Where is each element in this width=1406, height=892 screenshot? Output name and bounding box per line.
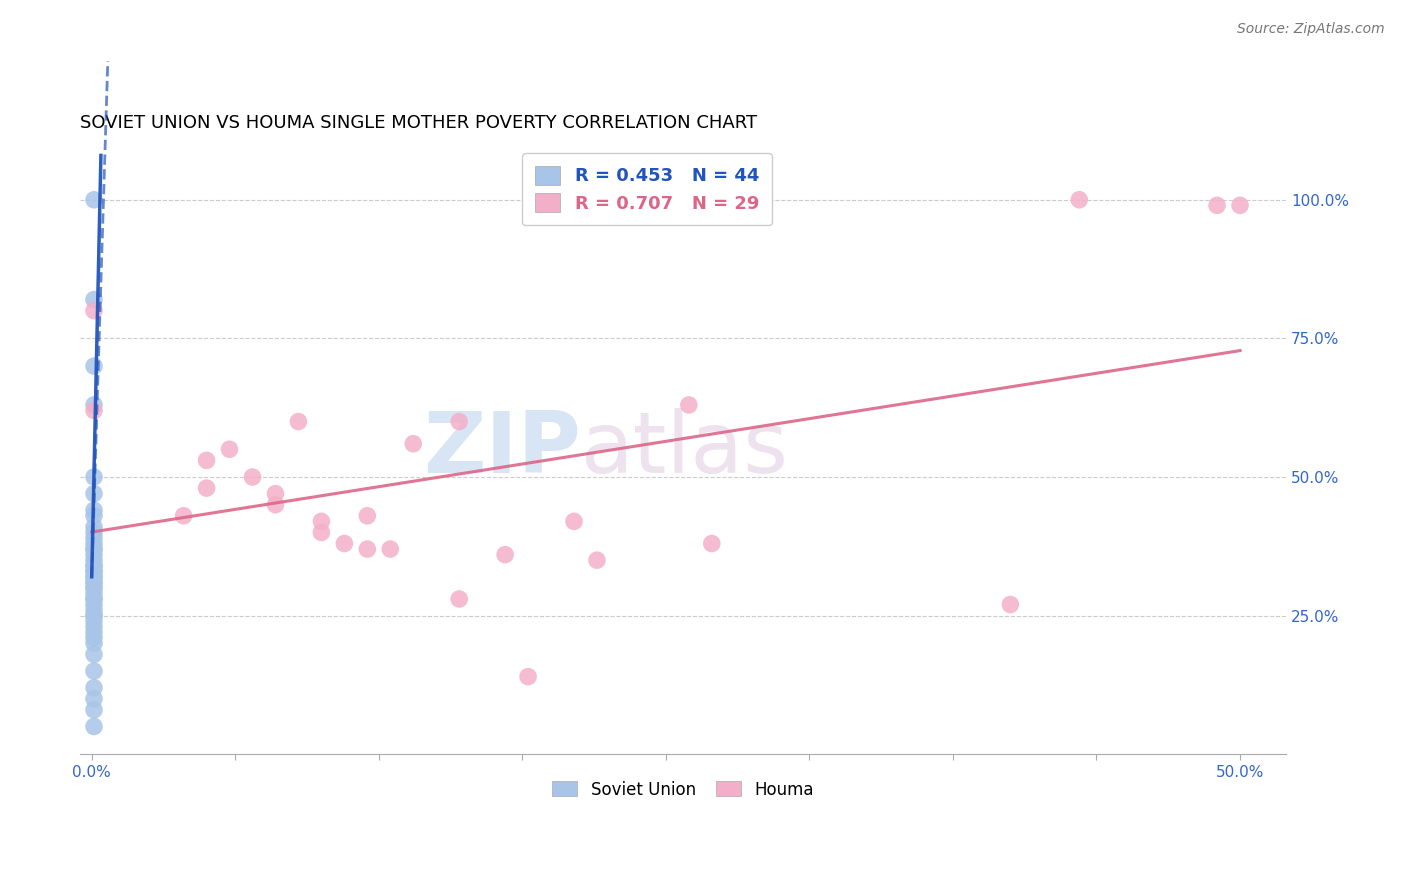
- Point: [517, 670, 540, 684]
- Point: [83, 525, 105, 540]
- Point: [83, 548, 105, 562]
- Point: [1000, 598, 1022, 612]
- Point: [83, 664, 105, 678]
- Point: [83, 581, 105, 595]
- Point: [83, 359, 105, 373]
- Point: [83, 398, 105, 412]
- Point: [83, 536, 105, 550]
- Point: [264, 498, 287, 512]
- Point: [83, 558, 105, 573]
- Legend: Soviet Union, Houma: Soviet Union, Houma: [544, 772, 823, 807]
- Point: [1229, 198, 1251, 212]
- Point: [83, 503, 105, 517]
- Point: [83, 631, 105, 645]
- Point: [83, 598, 105, 612]
- Point: [83, 542, 105, 557]
- Text: atlas: atlas: [581, 408, 789, 491]
- Point: [380, 542, 402, 557]
- Point: [311, 525, 333, 540]
- Text: SOVIET UNION VS HOUMA SINGLE MOTHER POVERTY CORRELATION CHART: SOVIET UNION VS HOUMA SINGLE MOTHER POVE…: [80, 113, 758, 132]
- Point: [83, 486, 105, 500]
- Point: [83, 558, 105, 573]
- Point: [333, 536, 356, 550]
- Text: Source: ZipAtlas.com: Source: ZipAtlas.com: [1237, 22, 1385, 37]
- Point: [83, 614, 105, 628]
- Point: [83, 520, 105, 534]
- Point: [586, 553, 609, 567]
- Point: [83, 575, 105, 590]
- Point: [83, 564, 105, 578]
- Point: [83, 591, 105, 606]
- Point: [83, 636, 105, 650]
- Point: [83, 575, 105, 590]
- Point: [83, 603, 105, 617]
- Point: [494, 548, 516, 562]
- Point: [83, 570, 105, 584]
- Point: [83, 564, 105, 578]
- Point: [402, 436, 425, 450]
- Point: [83, 193, 105, 207]
- Point: [83, 586, 105, 600]
- Point: [195, 453, 218, 467]
- Point: [311, 514, 333, 528]
- Point: [264, 486, 287, 500]
- Point: [83, 691, 105, 706]
- Point: [83, 303, 105, 318]
- Point: [83, 625, 105, 640]
- Point: [83, 591, 105, 606]
- Point: [83, 403, 105, 417]
- Point: [218, 442, 240, 457]
- Point: [242, 470, 264, 484]
- Point: [83, 719, 105, 733]
- Point: [83, 648, 105, 662]
- Point: [356, 542, 378, 557]
- Point: [83, 681, 105, 695]
- Point: [449, 415, 471, 429]
- Point: [83, 553, 105, 567]
- Point: [195, 481, 218, 495]
- Point: [449, 591, 471, 606]
- Point: [83, 570, 105, 584]
- Point: [83, 608, 105, 623]
- Point: [83, 293, 105, 307]
- Point: [700, 536, 723, 550]
- Point: [1206, 198, 1229, 212]
- Point: [83, 703, 105, 717]
- Point: [287, 415, 309, 429]
- Point: [83, 542, 105, 557]
- Point: [83, 581, 105, 595]
- Point: [83, 508, 105, 523]
- Point: [83, 608, 105, 623]
- Point: [562, 514, 585, 528]
- Point: [356, 508, 378, 523]
- Point: [83, 531, 105, 545]
- Point: [1069, 193, 1091, 207]
- Point: [173, 508, 195, 523]
- Text: ZIP: ZIP: [423, 408, 581, 491]
- Point: [83, 620, 105, 634]
- Point: [83, 470, 105, 484]
- Point: [678, 398, 700, 412]
